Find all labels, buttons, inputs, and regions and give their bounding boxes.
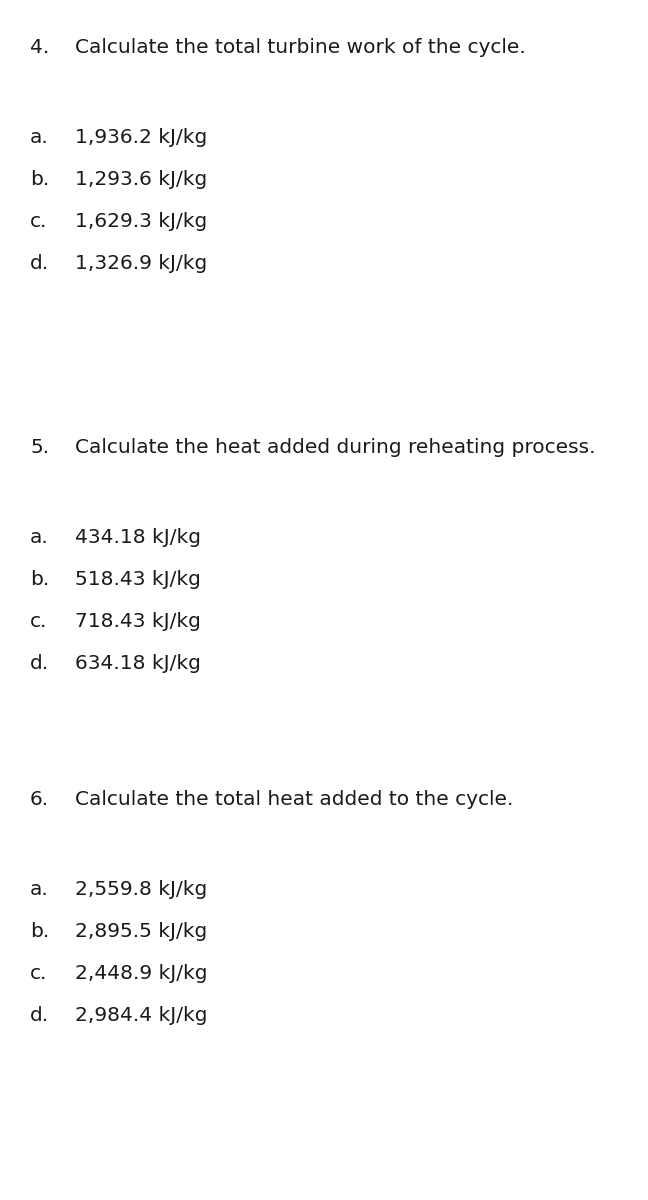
Text: 2,559.8 kJ/kg: 2,559.8 kJ/kg [75, 880, 207, 899]
Text: d.: d. [30, 1006, 49, 1025]
Text: Calculate the heat added during reheating process.: Calculate the heat added during reheatin… [75, 438, 596, 457]
Text: 2,448.9 kJ/kg: 2,448.9 kJ/kg [75, 964, 207, 983]
Text: c.: c. [30, 212, 47, 230]
Text: 634.18 kJ/kg: 634.18 kJ/kg [75, 654, 201, 673]
Text: 1,326.9 kJ/kg: 1,326.9 kJ/kg [75, 254, 207, 272]
Text: d.: d. [30, 254, 49, 272]
Text: 2,984.4 kJ/kg: 2,984.4 kJ/kg [75, 1006, 207, 1025]
Text: a.: a. [30, 128, 49, 146]
Text: 718.43 kJ/kg: 718.43 kJ/kg [75, 612, 201, 631]
Text: b.: b. [30, 922, 49, 941]
Text: d.: d. [30, 654, 49, 673]
Text: 518.43 kJ/kg: 518.43 kJ/kg [75, 570, 201, 589]
Text: 6.: 6. [30, 790, 49, 809]
Text: 1,293.6 kJ/kg: 1,293.6 kJ/kg [75, 170, 207, 188]
Text: 5.: 5. [30, 438, 49, 457]
Text: c.: c. [30, 612, 47, 631]
Text: 1,629.3 kJ/kg: 1,629.3 kJ/kg [75, 212, 207, 230]
Text: 434.18 kJ/kg: 434.18 kJ/kg [75, 528, 201, 547]
Text: Calculate the total turbine work of the cycle.: Calculate the total turbine work of the … [75, 38, 526, 56]
Text: 1,936.2 kJ/kg: 1,936.2 kJ/kg [75, 128, 207, 146]
Text: 2,895.5 kJ/kg: 2,895.5 kJ/kg [75, 922, 207, 941]
Text: a.: a. [30, 528, 49, 547]
Text: 4.: 4. [30, 38, 49, 56]
Text: b.: b. [30, 170, 49, 188]
Text: c.: c. [30, 964, 47, 983]
Text: Calculate the total heat added to the cycle.: Calculate the total heat added to the cy… [75, 790, 513, 809]
Text: a.: a. [30, 880, 49, 899]
Text: b.: b. [30, 570, 49, 589]
